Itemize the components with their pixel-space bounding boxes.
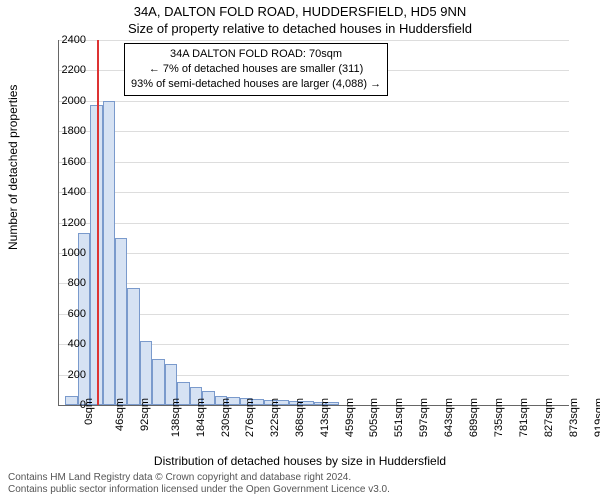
y-tick-label: 1400: [46, 186, 86, 198]
annotation-line2: ← 7% of detached houses are smaller (311…: [131, 62, 381, 77]
x-tick-label: 735sqm: [493, 398, 505, 437]
chart-container: 34A, DALTON FOLD ROAD, HUDDERSFIELD, HD5…: [0, 0, 600, 500]
x-tick-label: 505sqm: [369, 398, 381, 437]
y-tick-label: 2400: [46, 34, 86, 46]
x-tick-label: 459sqm: [344, 398, 356, 437]
y-tick-label: 1600: [46, 156, 86, 168]
x-tick-label: 597sqm: [418, 398, 430, 437]
x-tick-label: 230sqm: [220, 398, 232, 437]
x-tick-label: 643sqm: [443, 398, 455, 437]
x-tick-label: 368sqm: [294, 398, 306, 437]
x-tick-label: 873sqm: [568, 398, 580, 437]
gridline: [59, 283, 569, 284]
x-tick-label: 322sqm: [269, 398, 281, 437]
title-line2: Size of property relative to detached ho…: [0, 21, 600, 36]
x-tick-label: 689sqm: [468, 398, 480, 437]
title-line1: 34A, DALTON FOLD ROAD, HUDDERSFIELD, HD5…: [0, 4, 600, 19]
y-tick-label: 2000: [46, 95, 86, 107]
x-tick-label: 413sqm: [319, 398, 331, 437]
y-axis-label: Number of detached properties: [6, 85, 20, 250]
x-tick-label: 138sqm: [170, 398, 182, 437]
x-tick-label: 92sqm: [139, 398, 151, 431]
gridline: [59, 131, 569, 132]
y-tick-label: 1200: [46, 217, 86, 229]
x-tick-label: 184sqm: [195, 398, 207, 437]
gridline: [59, 40, 569, 41]
y-tick-label: 2200: [46, 64, 86, 76]
gridline: [59, 162, 569, 163]
gridline: [59, 253, 569, 254]
footer-line2: Contains public sector information licen…: [8, 484, 390, 496]
y-tick-label: 1800: [46, 125, 86, 137]
x-tick-label: 827sqm: [543, 398, 555, 437]
gridline: [59, 192, 569, 193]
x-tick-label: 781sqm: [518, 398, 530, 437]
x-tick-label: 276sqm: [245, 398, 257, 437]
histogram-bar: [127, 288, 139, 405]
y-tick-label: 0: [46, 399, 86, 411]
y-tick-label: 600: [46, 308, 86, 320]
reference-marker: [97, 40, 99, 405]
y-tick-label: 200: [46, 369, 86, 381]
y-tick-label: 400: [46, 338, 86, 350]
x-axis-label: Distribution of detached houses by size …: [0, 454, 600, 468]
x-tick-label: 46sqm: [114, 398, 126, 431]
plot-area: 0sqm46sqm92sqm138sqm184sqm230sqm276sqm32…: [58, 40, 569, 406]
histogram-bar: [152, 359, 164, 405]
histogram-bar: [103, 101, 115, 405]
annotation-line1: 34A DALTON FOLD ROAD: 70sqm: [131, 47, 381, 62]
annotation-line3: 93% of semi-detached houses are larger (…: [131, 77, 381, 92]
footer-line1: Contains HM Land Registry data © Crown c…: [8, 472, 390, 484]
y-tick-label: 800: [46, 277, 86, 289]
footer-attribution: Contains HM Land Registry data © Crown c…: [8, 472, 390, 496]
y-tick-label: 1000: [46, 247, 86, 259]
x-tick-label: 551sqm: [393, 398, 405, 437]
histogram-bar: [115, 238, 127, 405]
gridline: [59, 223, 569, 224]
x-tick-label: 919sqm: [593, 398, 600, 437]
gridline: [59, 101, 569, 102]
annotation-box: 34A DALTON FOLD ROAD: 70sqm← 7% of detac…: [124, 43, 388, 96]
histogram-bar: [140, 341, 152, 405]
